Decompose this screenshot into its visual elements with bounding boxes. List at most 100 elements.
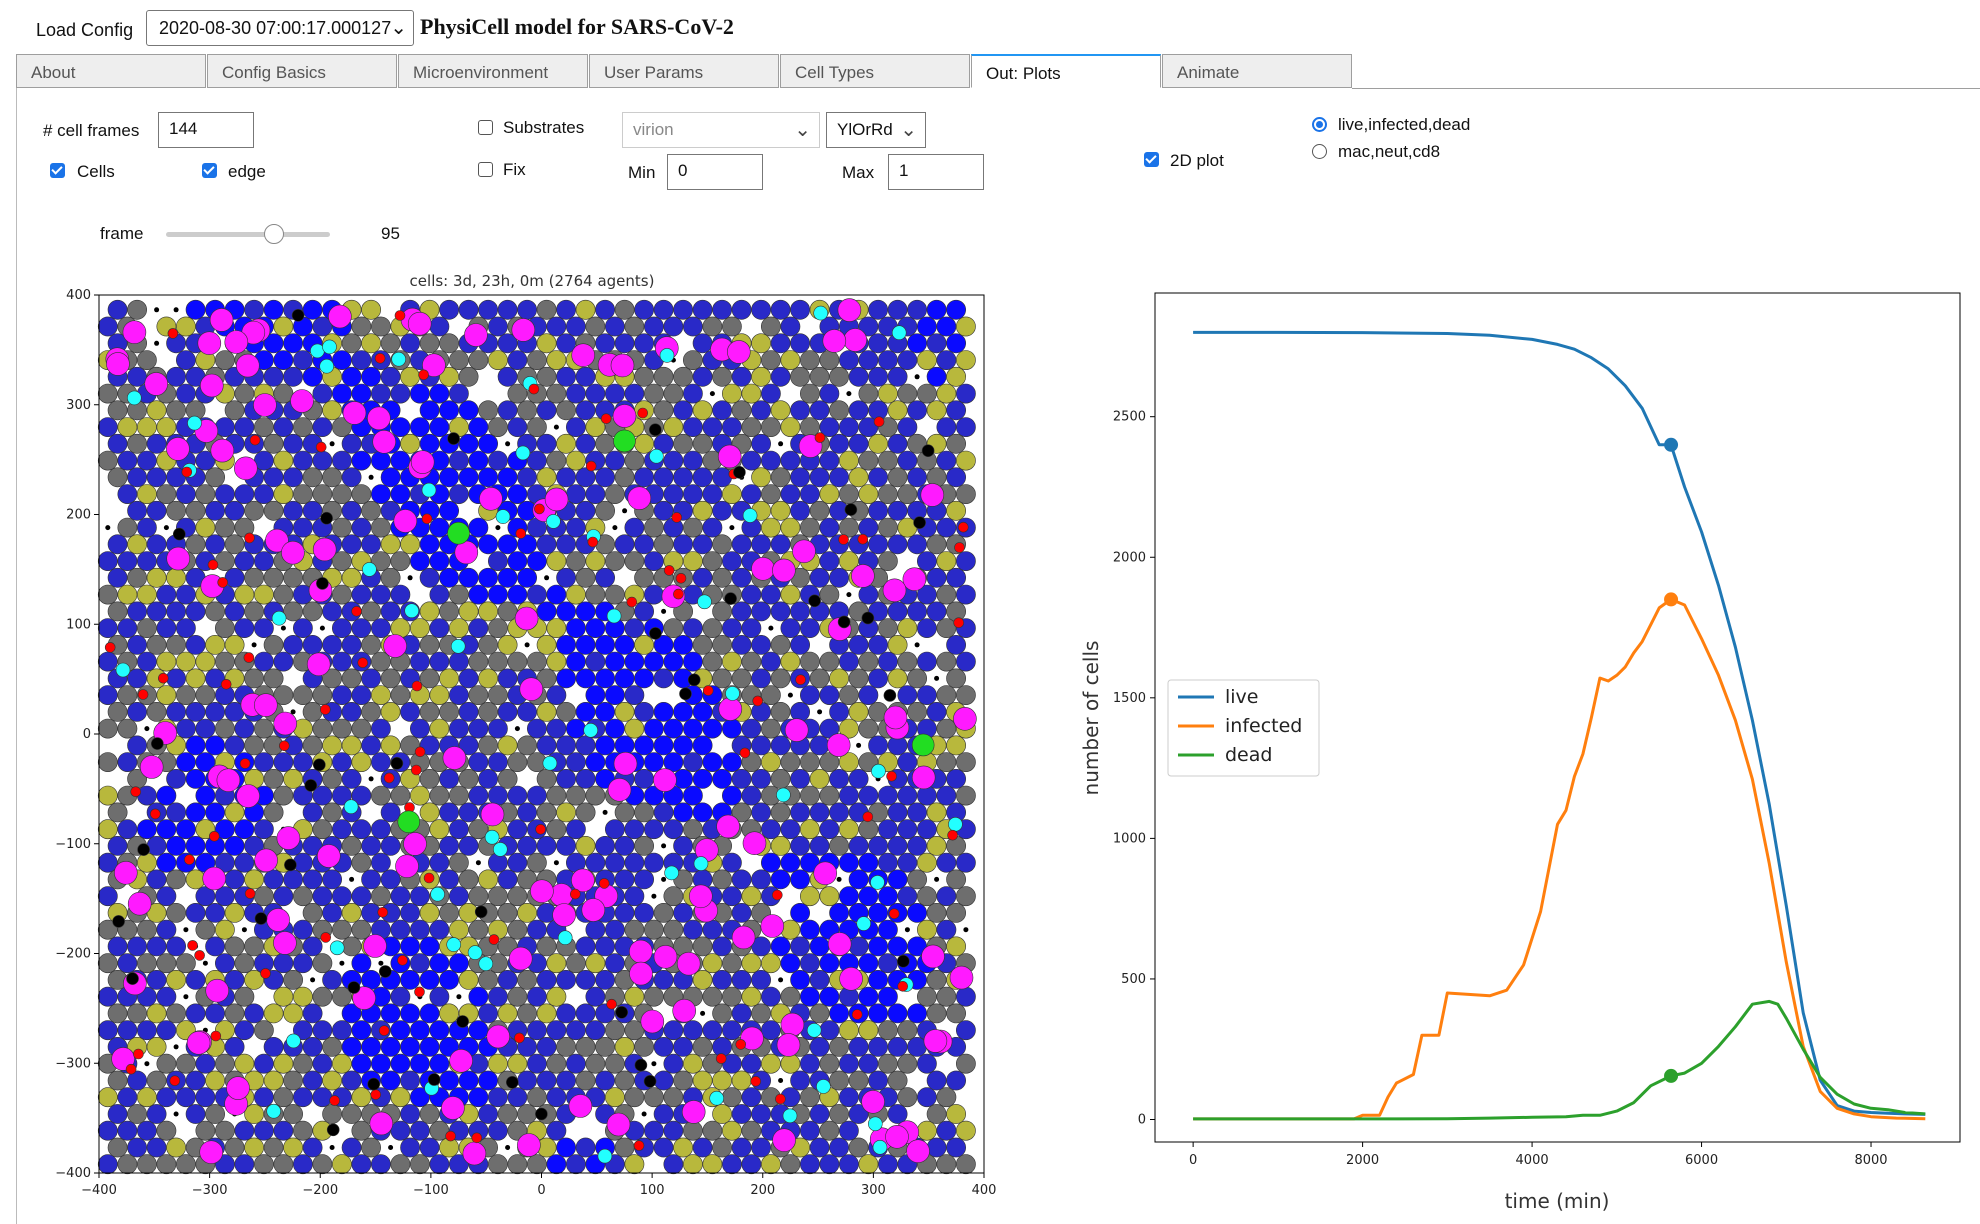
cd8-cell bbox=[217, 577, 228, 588]
edge-checkbox[interactable] bbox=[202, 163, 217, 178]
epithelial-cell bbox=[800, 651, 820, 672]
epithelial-cell bbox=[331, 819, 352, 840]
epithelial-cell bbox=[829, 1104, 850, 1124]
substrates-checkbox[interactable] bbox=[478, 120, 493, 135]
epithelial-cell bbox=[370, 718, 391, 739]
fix-checkbox[interactable] bbox=[478, 162, 493, 177]
epithelial-cell bbox=[751, 433, 772, 454]
macrophage-cell bbox=[106, 352, 130, 376]
epithelial-cell bbox=[234, 953, 255, 974]
epithelial-cell bbox=[419, 333, 440, 354]
epithelial-cell bbox=[956, 785, 976, 806]
population-chart-xlabel: time (min) bbox=[1505, 1189, 1610, 1213]
epithelial-cell bbox=[400, 333, 421, 354]
substrate-select[interactable]: virion ⌄ bbox=[622, 112, 820, 148]
epithelial-cell bbox=[897, 752, 918, 773]
epithelial-cell bbox=[331, 1053, 352, 1074]
epithelial-cell bbox=[526, 450, 547, 471]
plot2d-checkbox[interactable] bbox=[1144, 152, 1159, 167]
epithelial-cell bbox=[907, 802, 928, 823]
epithelial-cell bbox=[361, 634, 382, 655]
epithelial-cell bbox=[926, 903, 947, 923]
epithelial-cell bbox=[546, 1087, 567, 1108]
epithelial-cell bbox=[829, 1037, 850, 1057]
epithelial-cell bbox=[546, 1020, 567, 1041]
colormap-select[interactable]: YlOrRd ⌄ bbox=[826, 112, 926, 148]
epithelial-cell bbox=[878, 383, 898, 404]
epithelial-cell bbox=[156, 886, 177, 907]
radio-live-infected-dead[interactable] bbox=[1312, 117, 1327, 132]
tab-config-basics[interactable]: Config Basics bbox=[207, 54, 397, 88]
legend-label-dead: dead bbox=[1225, 744, 1272, 766]
epithelial-cell bbox=[829, 567, 850, 588]
epithelial-cell bbox=[683, 484, 703, 505]
epithelial-cell bbox=[692, 936, 713, 957]
epithelial-cell bbox=[546, 350, 567, 371]
epithelial-cell bbox=[926, 299, 947, 320]
debris-dot bbox=[407, 575, 413, 581]
epithelial-cell bbox=[946, 333, 967, 354]
epithelial-cell bbox=[731, 400, 752, 421]
epithelial-cell bbox=[370, 886, 391, 907]
epithelial-cell bbox=[663, 450, 684, 471]
epithelial-cell bbox=[956, 383, 976, 404]
debris-dot bbox=[553, 424, 559, 430]
epithelial-cell bbox=[195, 1087, 216, 1108]
tab-microenvironment[interactable]: Microenvironment bbox=[398, 54, 588, 88]
epithelial-cell bbox=[195, 484, 216, 505]
frame-slider-track[interactable] bbox=[166, 232, 330, 237]
epithelial-cell bbox=[351, 316, 372, 337]
epithelial-cell bbox=[146, 1104, 167, 1124]
epithelial-cell bbox=[205, 701, 226, 722]
y-tick-label: 2500 bbox=[1113, 410, 1146, 425]
epithelial-cell bbox=[273, 484, 294, 505]
epithelial-cell bbox=[390, 417, 411, 438]
cd8-cell bbox=[319, 704, 331, 715]
epithelial-cell bbox=[185, 534, 206, 555]
tab-user-params[interactable]: User Params bbox=[589, 54, 779, 88]
epithelial-cell bbox=[575, 400, 596, 421]
cells-checkbox[interactable] bbox=[50, 163, 65, 178]
epithelial-cell bbox=[663, 1087, 684, 1108]
radio-mac-neut-cd8[interactable] bbox=[1312, 144, 1327, 159]
cd8-cell bbox=[671, 512, 683, 523]
epithelial-cell bbox=[370, 1053, 391, 1074]
tab-cell-types[interactable]: Cell Types bbox=[780, 54, 970, 88]
epithelial-cell bbox=[166, 601, 187, 622]
cd8-cell bbox=[675, 572, 687, 584]
epithelial-cell bbox=[653, 366, 674, 387]
epithelial-cell bbox=[517, 1070, 538, 1091]
tab-out-plots[interactable]: Out: Plots bbox=[971, 54, 1161, 88]
epithelial-cell bbox=[829, 1137, 850, 1158]
cd8-cell bbox=[351, 605, 362, 617]
cd8-cell bbox=[410, 764, 422, 776]
macrophage-cell bbox=[202, 866, 226, 891]
debris-dot bbox=[280, 625, 286, 631]
tab-about[interactable]: About bbox=[16, 54, 206, 88]
load-config-select[interactable]: 2020-08-30 07:00:17.000127 ⌄ bbox=[146, 10, 414, 46]
cd8-cell bbox=[249, 434, 261, 446]
epithelial-cell bbox=[624, 517, 645, 538]
cd8-cell bbox=[515, 528, 527, 539]
epithelial-cell bbox=[722, 1087, 742, 1108]
max-input[interactable]: 1 bbox=[888, 154, 984, 190]
epithelial-cell bbox=[712, 534, 733, 555]
epithelial-cell bbox=[790, 802, 811, 823]
epithelial-cell bbox=[819, 551, 840, 572]
epithelial-cell bbox=[419, 701, 440, 722]
epithelial-cell bbox=[829, 903, 850, 923]
epithelial-cell bbox=[751, 970, 772, 990]
dead-cell bbox=[326, 1123, 340, 1137]
epithelial-cell bbox=[809, 836, 830, 856]
frame-slider-handle[interactable] bbox=[264, 224, 284, 244]
epithelial-cell bbox=[283, 634, 304, 655]
epithelial-cell bbox=[936, 752, 957, 773]
dead-cell bbox=[304, 779, 318, 792]
epithelial-cell bbox=[439, 467, 460, 488]
epithelial-cell bbox=[946, 1003, 967, 1024]
cell-frames-input[interactable]: 144 bbox=[158, 112, 254, 148]
epithelial-cell bbox=[439, 299, 460, 320]
epithelial-cell bbox=[302, 299, 323, 320]
min-input[interactable]: 0 bbox=[667, 154, 763, 190]
tab-animate[interactable]: Animate bbox=[1162, 54, 1352, 88]
